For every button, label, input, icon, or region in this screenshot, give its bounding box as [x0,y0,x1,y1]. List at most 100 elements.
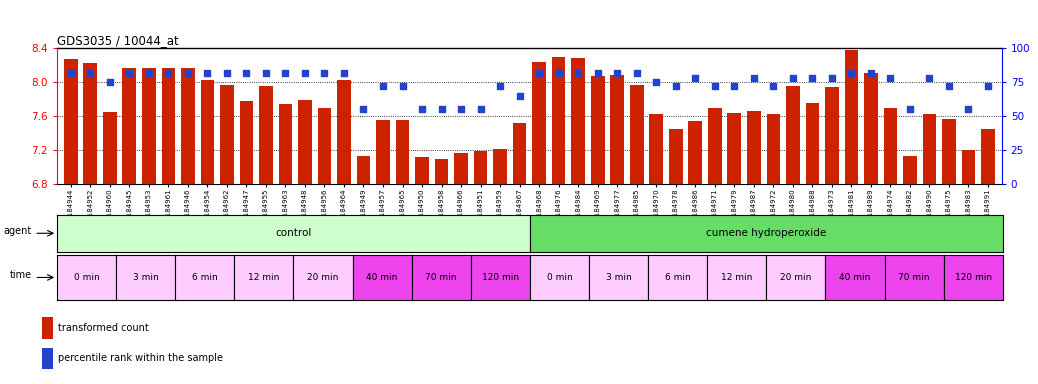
Bar [630,84,644,184]
Bar [260,86,273,184]
Bar [142,68,156,184]
Bar [903,156,917,184]
Point [219,70,236,76]
Bar [220,84,234,184]
Bar [981,129,994,184]
Text: 12 min: 12 min [721,273,753,282]
Point [335,70,352,76]
Bar [298,100,311,184]
Bar [318,108,331,184]
Point [375,83,391,89]
Point [550,70,567,76]
Text: transformed count: transformed count [58,323,148,333]
Point [297,70,313,76]
Bar [961,150,976,184]
Bar [708,108,721,184]
Bar [513,123,526,184]
Text: time: time [9,270,31,280]
Point [355,106,372,113]
Bar [532,63,546,184]
Text: 70 min: 70 min [898,273,930,282]
Point [667,83,684,89]
Point [160,70,176,76]
Bar [473,151,488,184]
Point [180,70,196,76]
Point [530,70,547,76]
Point [863,70,879,76]
Point [277,70,294,76]
Point [823,75,840,81]
Text: 6 min: 6 min [192,273,218,282]
Point [102,79,118,85]
Bar [864,73,878,184]
Point [921,75,937,81]
Point [980,83,996,89]
Bar [42,317,53,339]
Point [453,106,469,113]
Point [394,83,411,89]
Bar [83,63,98,184]
Bar [571,58,585,184]
Point [882,75,899,81]
Point [609,70,626,76]
Point [745,75,762,81]
Bar [747,111,761,184]
Bar [805,103,819,184]
Point [414,106,431,113]
Point [317,70,333,76]
Bar [415,157,429,184]
Text: 70 min: 70 min [426,273,457,282]
Bar [200,80,214,184]
Text: 0 min: 0 min [74,273,100,282]
Text: 20 min: 20 min [781,273,812,282]
Bar [122,68,136,184]
Bar [493,149,507,184]
Bar [395,121,409,184]
Point [628,70,645,76]
Point [62,70,79,76]
Bar [455,153,468,184]
Text: 120 min: 120 min [482,273,519,282]
Text: 3 min: 3 min [133,273,159,282]
Text: 6 min: 6 min [664,273,690,282]
Point [707,83,723,89]
Point [512,93,528,99]
Text: cumene hydroperoxide: cumene hydroperoxide [706,228,826,238]
Bar [337,80,351,184]
Bar [943,119,956,184]
Text: 40 min: 40 min [840,273,871,282]
Point [687,75,704,81]
Bar [278,104,293,184]
Point [492,83,509,89]
Bar [728,113,741,184]
Point [140,70,157,76]
Bar [591,76,604,184]
Bar [668,129,683,184]
Bar [376,119,390,184]
Bar [240,101,253,184]
Point [843,70,859,76]
Point [940,83,957,89]
Point [238,70,254,76]
Point [785,75,801,81]
Point [804,75,821,81]
Bar [610,75,624,184]
Point [902,106,919,113]
Point [570,70,586,76]
Bar [435,159,448,184]
Text: agent: agent [3,227,31,237]
Point [257,70,274,76]
Bar [786,86,799,184]
Text: percentile rank within the sample: percentile rank within the sample [58,353,223,363]
Bar [688,121,702,184]
Bar [64,59,78,184]
Point [648,79,664,85]
Bar [845,50,858,184]
Point [199,70,216,76]
Point [472,106,489,113]
Bar [181,68,195,184]
Text: control: control [275,228,311,238]
Point [960,106,977,113]
Point [726,83,742,89]
Point [433,106,449,113]
